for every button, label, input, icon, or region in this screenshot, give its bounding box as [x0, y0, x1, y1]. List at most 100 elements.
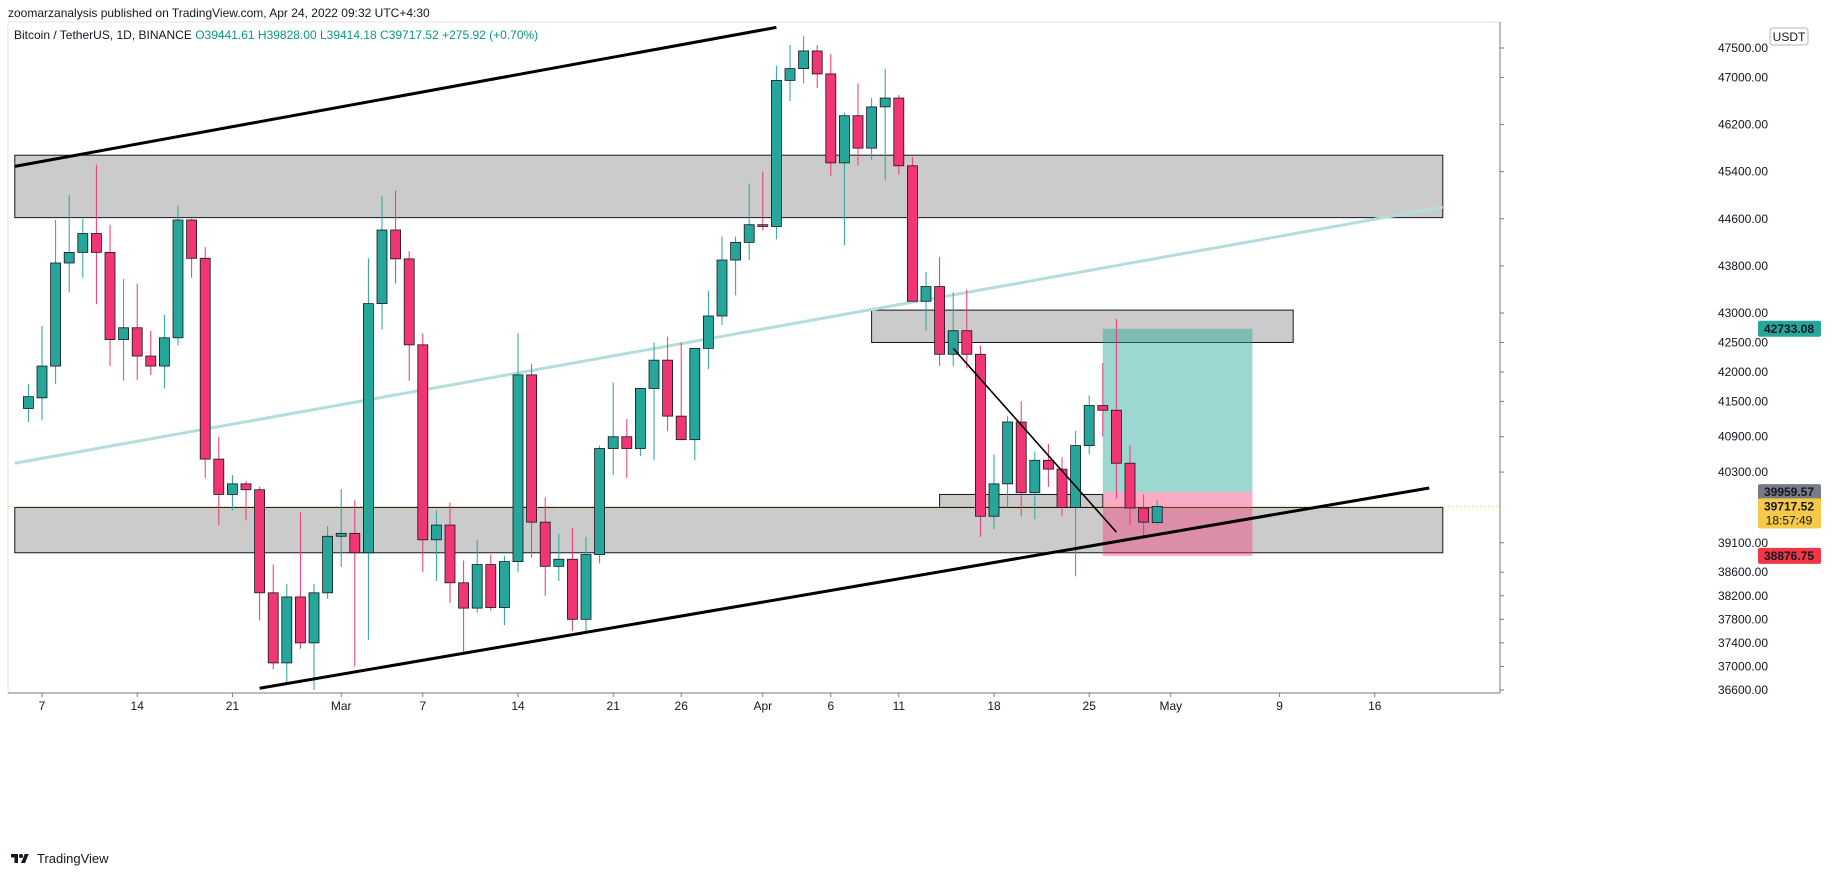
price-label-box [1758, 320, 1821, 337]
candle [390, 190, 402, 284]
candle [199, 247, 211, 478]
candle-body [934, 286, 945, 355]
candle [186, 218, 198, 278]
candle-body [1083, 405, 1095, 446]
candle [771, 65, 782, 240]
candle-body [825, 73, 837, 164]
candle [63, 195, 75, 293]
plot-layer [8, 25, 1500, 690]
y-tick-label: 44600.00 [1718, 212, 1768, 226]
price-countdown: 18:57:49 [1766, 513, 1813, 527]
y-tick-label: 39100.00 [1718, 536, 1768, 550]
candle [920, 271, 932, 331]
candle [91, 164, 102, 305]
candle-body [716, 259, 728, 317]
candle [757, 171, 769, 231]
x-tick-label: 18 [987, 699, 1001, 713]
candle-body [349, 532, 361, 554]
candle-body [730, 241, 741, 261]
candle-body [226, 483, 238, 495]
candle-body [553, 558, 565, 567]
tradingview-footer[interactable]: TradingView [8, 851, 109, 866]
candle [1070, 430, 1081, 577]
candle [1056, 457, 1068, 516]
candle [1151, 499, 1163, 525]
ohlc-value: C39717.52 [380, 28, 442, 42]
candle-body [131, 327, 143, 357]
candle [961, 289, 973, 369]
candle [362, 258, 374, 640]
candle [349, 500, 361, 667]
candle [1002, 416, 1013, 508]
candle [403, 251, 415, 381]
candle-body [77, 233, 89, 253]
channel-midline [14, 205, 1444, 465]
candle-body [158, 337, 170, 367]
ohlc-change: +275.92 (+0.70%) [442, 28, 538, 42]
candle [458, 560, 470, 655]
candle [118, 278, 129, 381]
candle-body [961, 330, 973, 355]
candle-body [811, 50, 823, 75]
candle-body [444, 524, 456, 584]
candle-body [1138, 507, 1149, 523]
candle-body [784, 68, 796, 81]
candle [539, 497, 551, 596]
candle [988, 454, 1000, 530]
candle [512, 333, 524, 573]
candle [36, 326, 48, 421]
candle [335, 489, 347, 567]
candle-body [471, 564, 483, 609]
y-tick-label: 38600.00 [1718, 565, 1768, 579]
candle-body [920, 286, 932, 302]
candle [907, 156, 918, 302]
candle-body [498, 561, 510, 608]
candle [975, 345, 986, 537]
y-tick-label: 40900.00 [1718, 430, 1768, 444]
candle [145, 330, 157, 375]
candle-body [281, 596, 293, 664]
candle-body [417, 344, 429, 541]
candle-body [988, 483, 1000, 517]
y-tick-label: 37000.00 [1718, 659, 1768, 673]
candle-body [1002, 421, 1013, 485]
candle-body [308, 592, 320, 644]
candle-body [186, 219, 198, 259]
candle-body [866, 106, 877, 149]
candle-body [1124, 462, 1136, 509]
candle [1138, 494, 1149, 539]
y-tick-label: 36600.00 [1718, 683, 1768, 697]
y-tick-label: 47500.00 [1718, 41, 1768, 55]
x-tick-label: 25 [1083, 699, 1097, 713]
candle-body [648, 359, 660, 389]
candle-body [22, 396, 34, 409]
candle-body [675, 415, 687, 441]
candle-body [1111, 409, 1122, 464]
y-tick-label: 37400.00 [1718, 636, 1768, 650]
candle [444, 502, 456, 603]
y-tick-label: 46200.00 [1718, 118, 1768, 132]
candle [430, 510, 442, 582]
candle-body [907, 165, 918, 302]
candle [580, 536, 592, 634]
candle [689, 347, 701, 461]
candle-body [50, 262, 61, 367]
candle [104, 224, 116, 367]
price-label: 42733.08 [1764, 322, 1814, 336]
candle-body [893, 97, 905, 167]
supply-demand-zone [14, 154, 1444, 219]
candle [308, 583, 320, 690]
candle [22, 383, 34, 423]
candle [825, 53, 837, 176]
candle [934, 257, 945, 367]
price-label-box [1758, 484, 1821, 501]
candle [607, 382, 619, 476]
x-tick-label: 7 [419, 699, 426, 713]
x-tick-label: 11 [893, 699, 906, 713]
y-tick-label: 37800.00 [1718, 612, 1768, 626]
x-tick-label: 6 [827, 699, 834, 713]
candle-body [376, 229, 388, 305]
candle-body [213, 458, 225, 495]
y-tick-label: 42500.00 [1718, 335, 1768, 349]
